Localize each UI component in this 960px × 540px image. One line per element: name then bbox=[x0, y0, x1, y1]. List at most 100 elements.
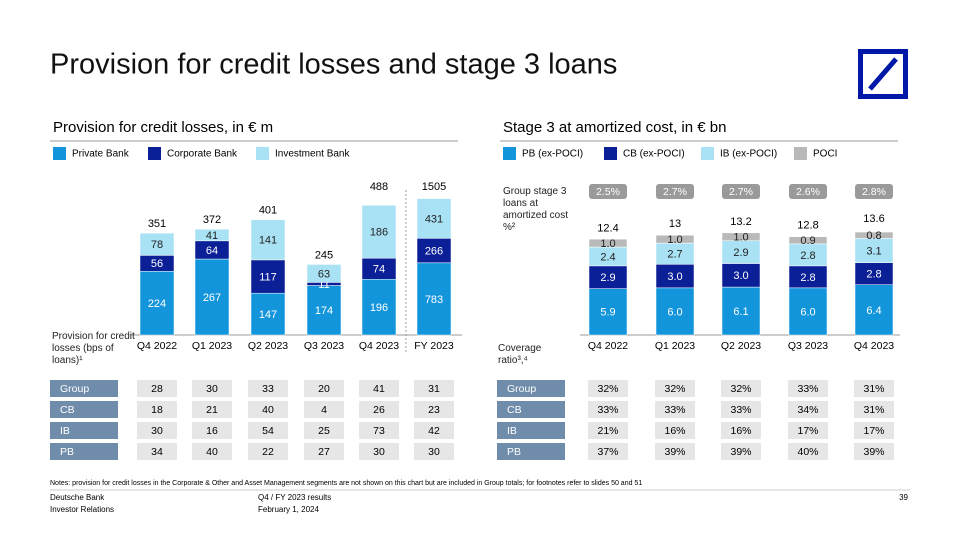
x-tick-label: Q4 2023 bbox=[854, 340, 894, 352]
ratio-label: 2.8% bbox=[862, 186, 886, 198]
cell-text: 30 bbox=[151, 425, 163, 437]
cell-text: 40% bbox=[797, 446, 818, 458]
bar-segment bbox=[250, 292, 286, 336]
bar-segment bbox=[139, 232, 175, 256]
table-cell bbox=[248, 443, 288, 460]
bar-segment bbox=[250, 219, 286, 261]
data-label: 431 bbox=[425, 213, 443, 225]
table-cell bbox=[721, 443, 761, 460]
data-label: 3.0 bbox=[733, 270, 748, 282]
cell-text: 33% bbox=[664, 404, 685, 416]
cell-text: 40 bbox=[262, 404, 274, 416]
cell-text: 33 bbox=[262, 383, 274, 395]
cell-text: 30 bbox=[206, 383, 218, 395]
data-label: 2.8 bbox=[800, 250, 815, 262]
total-label: 351 bbox=[148, 218, 166, 230]
slide-title: Provision for credit losses and stage 3 … bbox=[50, 49, 617, 81]
row-header bbox=[497, 401, 565, 418]
ratio-badge bbox=[722, 184, 760, 199]
data-label: 0.9 bbox=[800, 235, 815, 247]
bar-segment bbox=[361, 278, 397, 336]
data-label: 2.8 bbox=[800, 272, 815, 284]
legend-swatch bbox=[148, 147, 161, 160]
legend-swatch bbox=[701, 147, 714, 160]
table-cell bbox=[137, 443, 177, 460]
table-cell bbox=[414, 380, 454, 397]
legend-label: Corporate Bank bbox=[167, 149, 238, 160]
total-label: 13.2 bbox=[730, 216, 751, 228]
table-cell bbox=[192, 401, 232, 418]
ratio-badge bbox=[589, 184, 627, 199]
table-cell bbox=[655, 443, 695, 460]
legend-label: Investment Bank bbox=[275, 149, 350, 160]
table-label: Provision for credit losses (bps of loan… bbox=[52, 331, 135, 366]
cell-text: 26 bbox=[373, 404, 385, 416]
data-label: 6.1 bbox=[733, 306, 748, 318]
data-label: 63 bbox=[318, 268, 330, 280]
total-label: 488 bbox=[370, 181, 388, 193]
cell-text: 30 bbox=[428, 446, 440, 458]
ratio-label: Group stage 3 loans at amortized cost %² bbox=[503, 186, 569, 233]
cell-text: 25 bbox=[318, 425, 330, 437]
data-label: 1.0 bbox=[667, 234, 682, 246]
x-tick-label: Q3 2023 bbox=[788, 340, 828, 352]
data-label: 196 bbox=[370, 302, 388, 314]
data-label: 117 bbox=[259, 271, 277, 283]
data-label: 3.1 bbox=[866, 245, 881, 257]
cell-text: 16% bbox=[730, 425, 751, 437]
bar-segment bbox=[306, 264, 342, 283]
table-cell bbox=[655, 401, 695, 418]
total-label: 401 bbox=[259, 205, 277, 217]
cell-text: 33% bbox=[797, 383, 818, 395]
table-cell bbox=[588, 422, 628, 439]
cell-text: 37% bbox=[597, 446, 618, 458]
data-label: 2.8 bbox=[866, 269, 881, 281]
x-tick-label: Q4 2023 bbox=[359, 340, 399, 352]
table-cell bbox=[721, 380, 761, 397]
cell-text: 16 bbox=[206, 425, 218, 437]
legend-swatch bbox=[503, 147, 516, 160]
bar-segment bbox=[194, 258, 230, 336]
bar-segment bbox=[788, 236, 828, 245]
ratio-badge bbox=[656, 184, 694, 199]
bar-segment bbox=[721, 232, 761, 241]
row-label: PB bbox=[507, 446, 521, 458]
legend-label: Private Bank bbox=[72, 149, 130, 160]
row-header bbox=[497, 422, 565, 439]
table-cell bbox=[854, 401, 894, 418]
x-tick-label: Q1 2023 bbox=[655, 340, 695, 352]
data-label: 266 bbox=[425, 245, 443, 257]
bar-segment bbox=[416, 262, 452, 336]
cell-text: 21 bbox=[206, 404, 218, 416]
table-cell bbox=[788, 443, 828, 460]
row-label: CB bbox=[507, 404, 522, 416]
table-cell bbox=[721, 401, 761, 418]
footer-text: Deutsche Bank bbox=[50, 493, 105, 502]
cell-text: 33% bbox=[597, 404, 618, 416]
data-label: 267 bbox=[203, 292, 221, 304]
table-cell bbox=[414, 422, 454, 439]
table-cell bbox=[192, 380, 232, 397]
cell-text: 4 bbox=[321, 404, 327, 416]
row-header bbox=[50, 380, 118, 397]
total-label: 12.4 bbox=[597, 222, 618, 234]
cell-text: 17% bbox=[797, 425, 818, 437]
cell-text: 18 bbox=[151, 404, 163, 416]
legend-swatch bbox=[794, 147, 807, 160]
total-label: 13.6 bbox=[863, 213, 884, 225]
data-label: 141 bbox=[259, 235, 277, 247]
data-label: 74 bbox=[373, 264, 385, 276]
row-label: Group bbox=[60, 383, 89, 395]
chart-title: Provision for credit losses, in € m bbox=[53, 119, 273, 136]
table-cell bbox=[854, 422, 894, 439]
cell-text: 31 bbox=[428, 383, 440, 395]
data-label: 78 bbox=[151, 239, 163, 251]
table-cell bbox=[137, 380, 177, 397]
data-label: 64 bbox=[206, 245, 218, 257]
logo bbox=[858, 49, 908, 99]
table-cell bbox=[414, 443, 454, 460]
cell-text: 42 bbox=[428, 425, 440, 437]
data-label: 11 bbox=[318, 279, 329, 291]
row-label: Group bbox=[507, 383, 536, 395]
